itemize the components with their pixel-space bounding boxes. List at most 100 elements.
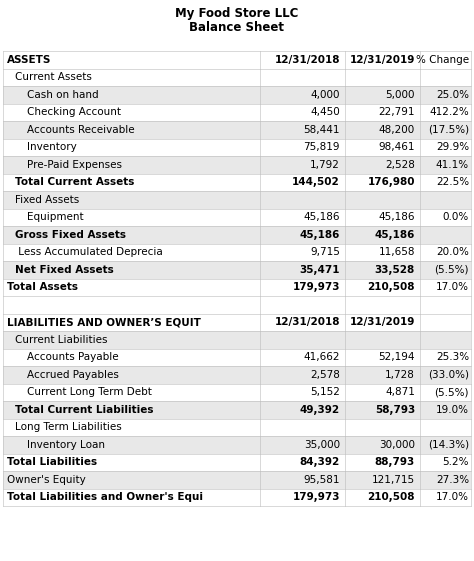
Text: Current Liabilities: Current Liabilities <box>15 335 108 345</box>
Bar <box>3 296 471 314</box>
Text: (17.5%): (17.5%) <box>428 125 469 135</box>
Text: 58,793: 58,793 <box>375 404 415 415</box>
Text: 95,581: 95,581 <box>303 475 340 485</box>
Text: % Change: % Change <box>416 55 469 65</box>
Text: Equipment: Equipment <box>27 212 83 222</box>
Bar <box>3 366 471 384</box>
Text: 29.9%: 29.9% <box>436 142 469 152</box>
Text: 45,186: 45,186 <box>300 230 340 240</box>
Text: 5,000: 5,000 <box>385 90 415 100</box>
Text: 4,000: 4,000 <box>310 90 340 100</box>
Text: 5.2%: 5.2% <box>443 457 469 467</box>
Text: 35,471: 35,471 <box>300 265 340 275</box>
Text: 121,715: 121,715 <box>372 475 415 485</box>
Text: Less Accumulated Deprecia: Less Accumulated Deprecia <box>15 247 163 257</box>
Text: 17.0%: 17.0% <box>436 282 469 292</box>
Bar <box>3 139 471 156</box>
Text: 1,728: 1,728 <box>385 370 415 380</box>
Text: 210,508: 210,508 <box>367 282 415 292</box>
Text: 4,450: 4,450 <box>310 107 340 117</box>
Text: 179,973: 179,973 <box>292 492 340 502</box>
Text: Total Assets: Total Assets <box>7 282 78 292</box>
Bar <box>3 401 471 419</box>
Text: Pre-Paid Expenses: Pre-Paid Expenses <box>27 160 122 170</box>
Text: 12/31/2019: 12/31/2019 <box>350 55 415 65</box>
Bar <box>3 471 471 489</box>
Text: 30,000: 30,000 <box>379 440 415 450</box>
Bar <box>3 436 471 453</box>
Text: 25.0%: 25.0% <box>436 90 469 100</box>
Text: 5,152: 5,152 <box>310 387 340 397</box>
Bar <box>3 226 471 243</box>
Text: My Food Store LLC: My Food Store LLC <box>175 7 299 20</box>
Text: 52,194: 52,194 <box>379 352 415 362</box>
Text: 210,508: 210,508 <box>367 492 415 502</box>
Text: Checking Account: Checking Account <box>27 107 121 117</box>
Text: Owner's Equity: Owner's Equity <box>7 475 86 485</box>
Text: 12/31/2018: 12/31/2018 <box>274 55 340 65</box>
Text: 45,186: 45,186 <box>379 212 415 222</box>
Bar <box>3 314 471 331</box>
Bar <box>3 278 471 296</box>
Text: 17.0%: 17.0% <box>436 492 469 502</box>
Bar <box>3 173 471 191</box>
Text: Long Term Liabilities: Long Term Liabilities <box>15 422 122 432</box>
Text: Gross Fixed Assets: Gross Fixed Assets <box>15 230 126 240</box>
Text: (33.0%): (33.0%) <box>428 370 469 380</box>
Bar <box>3 121 471 139</box>
Bar <box>3 86 471 103</box>
Text: 412.2%: 412.2% <box>429 107 469 117</box>
Text: Accounts Payable: Accounts Payable <box>27 352 118 362</box>
Bar <box>3 209 471 226</box>
Bar <box>3 261 471 278</box>
Text: (5.5%): (5.5%) <box>435 265 469 275</box>
Text: 9,715: 9,715 <box>310 247 340 257</box>
Text: 88,793: 88,793 <box>375 457 415 467</box>
Text: 144,502: 144,502 <box>292 177 340 187</box>
Text: Balance Sheet: Balance Sheet <box>190 21 284 34</box>
Text: 4,871: 4,871 <box>385 387 415 397</box>
Text: Net Fixed Assets: Net Fixed Assets <box>15 265 114 275</box>
Text: (14.3%): (14.3%) <box>428 440 469 450</box>
Text: (5.5%): (5.5%) <box>435 387 469 397</box>
Text: Inventory Loan: Inventory Loan <box>27 440 105 450</box>
Text: Fixed Assets: Fixed Assets <box>15 195 79 205</box>
Text: 2,528: 2,528 <box>385 160 415 170</box>
Bar <box>3 453 471 471</box>
Text: 84,392: 84,392 <box>300 457 340 467</box>
Text: 25.3%: 25.3% <box>436 352 469 362</box>
Text: 1,792: 1,792 <box>310 160 340 170</box>
Text: 22.5%: 22.5% <box>436 177 469 187</box>
Text: 41.1%: 41.1% <box>436 160 469 170</box>
Bar <box>3 419 471 436</box>
Bar <box>3 384 471 401</box>
Text: 27.3%: 27.3% <box>436 475 469 485</box>
Text: 0.0%: 0.0% <box>443 212 469 222</box>
Text: 98,461: 98,461 <box>379 142 415 152</box>
Bar <box>3 243 471 261</box>
Text: LIABILITIES AND OWNER’S EQUIT: LIABILITIES AND OWNER’S EQUIT <box>7 318 201 327</box>
Text: 45,186: 45,186 <box>303 212 340 222</box>
Text: 33,528: 33,528 <box>375 265 415 275</box>
Bar <box>3 103 471 121</box>
Bar <box>3 51 471 68</box>
Text: 179,973: 179,973 <box>292 282 340 292</box>
Text: ASSETS: ASSETS <box>7 55 51 65</box>
Text: 19.0%: 19.0% <box>436 404 469 415</box>
Text: Inventory: Inventory <box>27 142 77 152</box>
Text: Total Current Assets: Total Current Assets <box>15 177 134 187</box>
Text: Total Current Liabilities: Total Current Liabilities <box>15 404 154 415</box>
Bar <box>3 331 471 348</box>
Text: Cash on hand: Cash on hand <box>27 90 99 100</box>
Text: Current Assets: Current Assets <box>15 72 92 82</box>
Text: 75,819: 75,819 <box>303 142 340 152</box>
Bar <box>3 348 471 366</box>
Bar <box>3 68 471 86</box>
Text: 22,791: 22,791 <box>379 107 415 117</box>
Text: Accrued Payables: Accrued Payables <box>27 370 119 380</box>
Text: Current Long Term Debt: Current Long Term Debt <box>27 387 152 397</box>
Text: 176,980: 176,980 <box>367 177 415 187</box>
Text: 45,186: 45,186 <box>374 230 415 240</box>
Text: 48,200: 48,200 <box>379 125 415 135</box>
Bar <box>3 191 471 209</box>
